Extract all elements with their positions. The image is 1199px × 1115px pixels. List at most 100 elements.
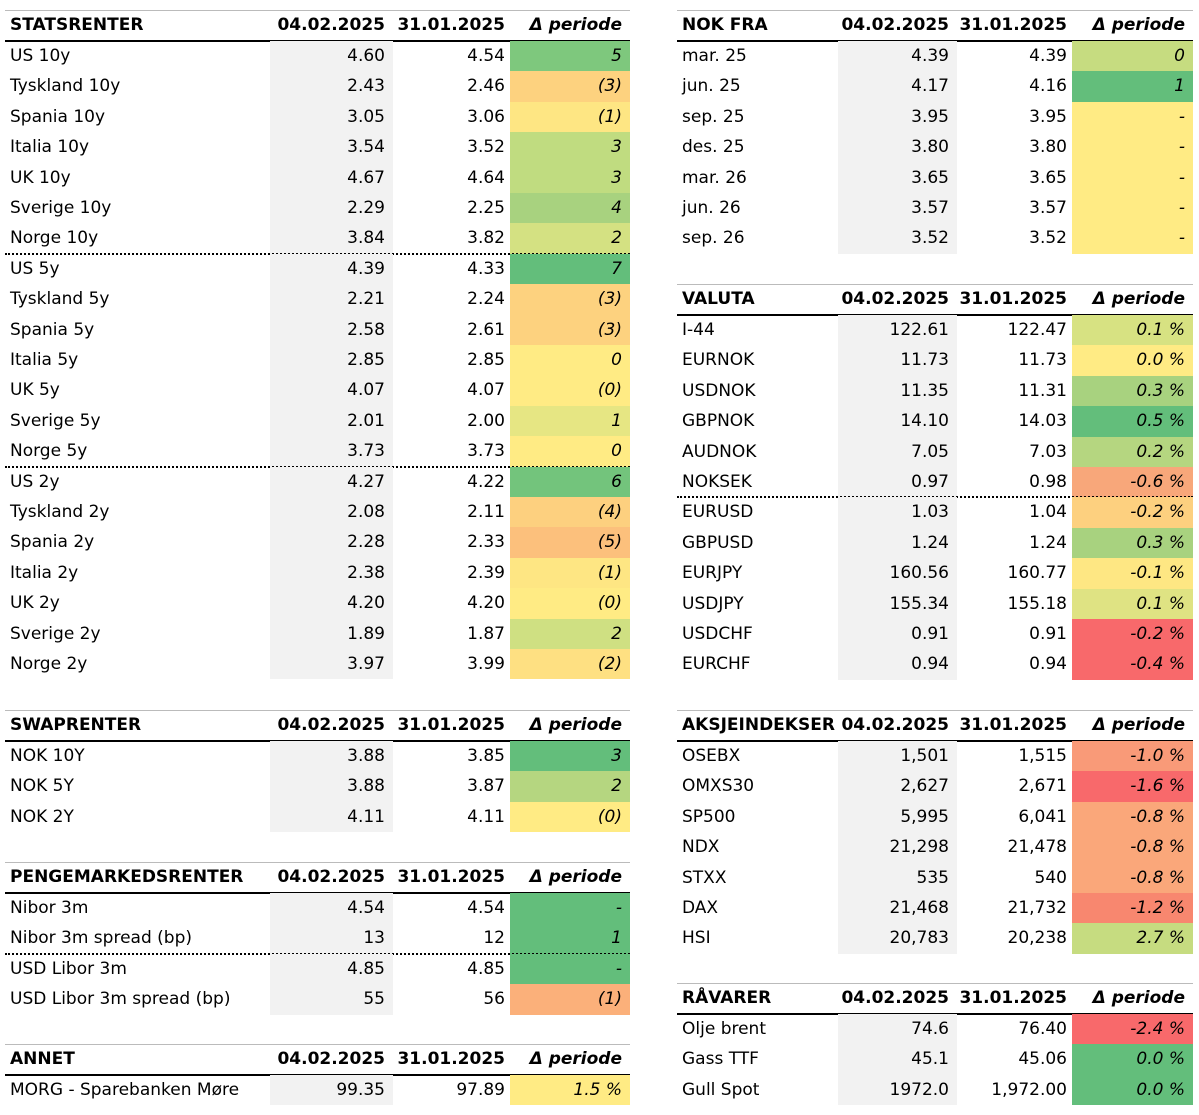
row-label: Norge 5y — [10, 441, 88, 462]
row-label: NOK 10Y — [10, 746, 85, 766]
value-cell: 1.87 — [467, 623, 505, 644]
table-title: PENGEMARKEDSRENTER — [10, 867, 244, 887]
column-header: Δ periode — [1092, 15, 1185, 35]
column-header: 31.01.2025 — [397, 715, 505, 735]
row-label: Tyskland 5y — [10, 289, 110, 310]
header-top-line — [5, 862, 630, 863]
value-cell: 99.35 — [270, 1075, 393, 1106]
value-cell: 2.85 — [270, 345, 393, 376]
value-cell: 540 — [1034, 867, 1067, 888]
row-label: US 10y — [10, 46, 71, 66]
value-cell: 2.39 — [467, 562, 505, 583]
column-header: 31.01.2025 — [397, 867, 505, 887]
row-label: Spania 5y — [10, 319, 95, 340]
change-cell: -0.6 % — [1072, 467, 1193, 498]
column-header: 04.02.2025 — [841, 715, 949, 735]
header-top-line — [5, 710, 630, 711]
column-header: Δ periode — [529, 1049, 622, 1069]
row-label: OSEBX — [682, 746, 741, 766]
value-cell: 155.18 — [1007, 593, 1067, 614]
row-label: mar. 26 — [682, 167, 747, 188]
value-cell: 14.03 — [1018, 411, 1067, 432]
change-cell: -0.8 % — [1072, 862, 1193, 893]
row-label: Tyskland 10y — [10, 76, 121, 97]
value-cell: 4.11 — [467, 806, 505, 827]
value-cell: 21,298 — [838, 832, 957, 863]
value-cell: 3.52 — [1029, 228, 1067, 249]
row-label: Nibor 3m — [10, 898, 89, 918]
value-cell: 1.24 — [1029, 532, 1067, 553]
value-cell: 4.54 — [467, 46, 505, 66]
value-cell: 2.33 — [467, 532, 505, 553]
change-cell: 3 — [510, 162, 630, 193]
value-cell: 1.24 — [838, 527, 957, 559]
value-cell: 21,732 — [1007, 898, 1067, 918]
value-cell: 4.07 — [467, 380, 505, 401]
change-cell: 0.5 % — [1072, 406, 1193, 437]
value-cell: 1,972.00 — [991, 1079, 1067, 1100]
change-cell: 6 — [510, 466, 630, 497]
change-cell: -1.0 % — [1072, 741, 1193, 772]
value-cell: 4.39 — [270, 253, 393, 285]
change-cell: 0.3 % — [1072, 375, 1193, 407]
change-cell: - — [1072, 223, 1193, 254]
value-cell: 55 — [270, 984, 393, 1015]
row-label: US 5y — [10, 258, 60, 279]
row-label: MORG - Sparebanken Møre — [10, 1080, 240, 1100]
change-cell: -1.6 % — [1072, 771, 1193, 802]
change-cell: (1) — [510, 101, 630, 133]
row-label: jun. 25 — [682, 76, 741, 97]
change-cell: (3) — [510, 284, 630, 315]
row-label: SP500 — [682, 806, 736, 827]
change-cell: 0.3 % — [1072, 527, 1193, 559]
change-cell: 7 — [510, 253, 630, 285]
value-cell: 2.46 — [467, 76, 505, 97]
row-label: Gull Spot — [682, 1079, 760, 1100]
change-cell: - — [510, 953, 630, 985]
row-label: Gass TTF — [682, 1049, 759, 1070]
value-cell: 3.54 — [270, 132, 393, 163]
change-cell: 0.2 % — [1072, 436, 1193, 467]
value-cell: 0.94 — [838, 649, 957, 680]
value-cell: 20,783 — [838, 923, 957, 954]
value-cell: 11.35 — [838, 375, 957, 407]
row-label: STXX — [682, 867, 727, 888]
value-cell: 3.52 — [838, 223, 957, 254]
value-cell: 2.85 — [467, 350, 505, 370]
change-cell: -0.8 % — [1072, 832, 1193, 863]
value-cell: 3.80 — [1029, 137, 1067, 158]
row-label: sep. 25 — [682, 106, 745, 127]
value-cell: 122.61 — [838, 315, 957, 346]
value-cell: 3.85 — [467, 746, 505, 766]
value-cell: 3.65 — [838, 162, 957, 193]
header-top-line — [677, 983, 1193, 984]
row-label: sep. 26 — [682, 228, 745, 249]
row-label: USDJPY — [682, 593, 744, 614]
column-header: 04.02.2025 — [277, 15, 385, 35]
change-cell: 0.1 % — [1072, 315, 1193, 346]
column-header: Δ periode — [529, 867, 622, 887]
change-cell: (1) — [510, 557, 630, 589]
value-cell: 74.6 — [838, 1014, 957, 1045]
change-cell: 1 — [510, 923, 630, 954]
value-cell: 21,468 — [838, 893, 957, 924]
change-cell: 0.0 % — [1072, 345, 1193, 376]
row-label: Spania 10y — [10, 106, 106, 127]
value-cell: 76.40 — [1018, 1019, 1067, 1039]
column-header: 04.02.2025 — [277, 715, 385, 735]
row-label: GBPUSD — [682, 532, 754, 553]
header-top-line — [5, 1044, 630, 1045]
value-cell: 4.07 — [270, 375, 393, 406]
column-header: 04.02.2025 — [277, 867, 385, 887]
value-cell: 2.25 — [467, 198, 505, 218]
value-cell: 1.89 — [270, 618, 393, 649]
value-cell: 160.77 — [1007, 563, 1067, 584]
row-label: jun. 26 — [682, 198, 741, 218]
value-cell: 1.03 — [838, 497, 957, 528]
row-label: Sverige 5y — [10, 410, 101, 431]
value-cell: 3.87 — [467, 776, 505, 797]
value-cell: 4.33 — [467, 258, 505, 279]
value-cell: 2.28 — [270, 527, 393, 558]
change-cell: - — [1072, 193, 1193, 224]
